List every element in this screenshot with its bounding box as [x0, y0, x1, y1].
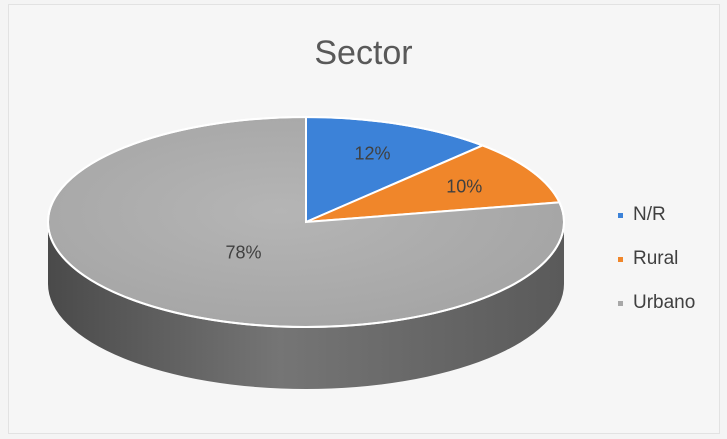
legend-label-nr: N/R — [633, 204, 666, 225]
legend-swatch-urbano — [618, 300, 623, 306]
legend-label-urbano: Urbano — [633, 292, 696, 313]
pie-top-rim — [47, 116, 565, 328]
legend: N/R Rural Urbano — [618, 204, 695, 336]
pie-side-wall — [48, 222, 564, 389]
data-label-n-r: 12% — [354, 144, 390, 164]
legend-swatch-nr — [618, 212, 623, 218]
legend-item-urbano: Urbano — [618, 292, 695, 314]
legend-item-nr: N/R — [618, 204, 695, 226]
legend-swatch-rural — [618, 256, 623, 262]
legend-label-rural: Rural — [633, 248, 679, 269]
legend-item-rural: Rural — [618, 248, 695, 270]
data-label-rural: 10% — [446, 177, 482, 197]
chart-title: Sector — [314, 34, 413, 72]
data-label-urbano: 78% — [225, 243, 261, 263]
